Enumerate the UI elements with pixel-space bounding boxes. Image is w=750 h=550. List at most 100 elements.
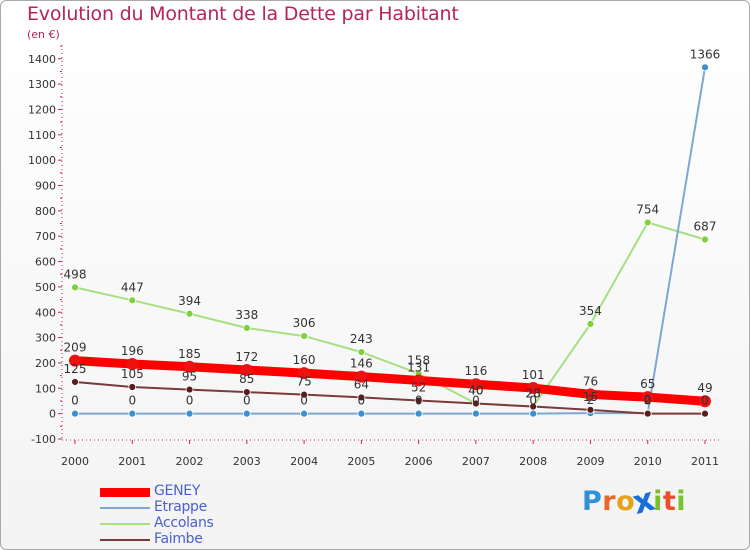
x-tick-label: 2009 — [576, 455, 604, 468]
data-point-faimbe — [71, 378, 79, 386]
data-point-etrappe — [357, 409, 366, 418]
data-label-geney: 65 — [640, 377, 655, 391]
legend: GENEY Etrappe Accolans Faimbe — [100, 483, 350, 548]
data-point-accolans — [71, 283, 79, 292]
x-tick-label: 2004 — [290, 455, 318, 468]
data-label-accolans: 243 — [350, 332, 373, 346]
data-label-faimbe: 105 — [121, 367, 144, 381]
data-label-etrappe: 0 — [71, 394, 79, 408]
legend-swatch-geney — [100, 487, 150, 497]
proxiti-logo: Proxiti — [582, 481, 687, 522]
logo-letter: P — [582, 486, 603, 517]
x-tick-label: 2005 — [347, 455, 375, 468]
logo-letter: i — [653, 486, 663, 517]
data-label-accolans: 754 — [636, 203, 659, 217]
data-label-geney: 76 — [583, 374, 598, 388]
data-point-etrappe — [472, 409, 480, 418]
data-point-faimbe — [701, 409, 709, 418]
data-point-geney — [240, 364, 253, 377]
x-tick-label: 2007 — [462, 455, 490, 468]
legend-item-geney: GENEY — [100, 483, 350, 500]
x-tick-label: 2011 — [691, 455, 719, 468]
series-line-geney — [70, 356, 710, 406]
data-point-geney — [126, 357, 139, 370]
data-point-etrappe — [128, 409, 137, 418]
data-point-etrappe — [185, 409, 194, 418]
data-label-geney: 185 — [178, 347, 201, 361]
x-tick-label: 2003 — [233, 455, 261, 468]
data-point-faimbe — [643, 409, 652, 418]
series-line-etrappe — [74, 66, 706, 415]
data-point-geney — [641, 391, 654, 404]
data-label-etrappe: 0 — [529, 394, 537, 408]
data-label-accolans: 40 — [468, 384, 483, 398]
x-tick-label: 2010 — [634, 455, 662, 468]
data-label-accolans: 306 — [293, 316, 316, 330]
logo-letter: i — [676, 486, 687, 517]
data-point-geney — [183, 360, 196, 373]
data-point-faimbe — [414, 396, 423, 405]
data-label-faimbe: 28 — [526, 387, 541, 401]
data-label-accolans: 447 — [121, 280, 144, 294]
legend-item-etrappe: Etrappe — [100, 499, 350, 516]
data-label-etrappe: 0 — [128, 394, 136, 408]
data-label-faimbe: 75 — [296, 375, 311, 389]
data-point-geney — [527, 382, 540, 395]
data-point-accolans — [643, 218, 652, 227]
x-tick-label: 2002 — [176, 455, 204, 468]
data-label-faimbe: 85 — [239, 372, 254, 386]
data-point-etrappe — [242, 409, 251, 418]
data-point-accolans — [242, 324, 251, 332]
data-point-accolans — [128, 296, 137, 305]
legend-label: Accolans — [154, 515, 214, 531]
logo-letter: o — [616, 486, 636, 517]
legend-item-accolans: Accolans — [100, 515, 350, 532]
y-tick-label: 600 — [35, 256, 56, 269]
data-label-etrappe: 0 — [415, 394, 423, 408]
data-point-accolans — [300, 332, 308, 340]
data-label-etrappe: 2 — [644, 393, 652, 407]
data-label-faimbe: 0 — [701, 394, 709, 408]
data-label-accolans: 354 — [579, 304, 602, 318]
y-tick-label: 900 — [35, 180, 56, 193]
legend-swatch-accolans — [100, 523, 150, 525]
y-tick-label: -100 — [31, 433, 56, 446]
y-tick-label: 300 — [35, 332, 56, 345]
data-label-accolans: 687 — [694, 219, 717, 233]
y-tick-label: 100 — [35, 382, 56, 395]
data-label-geney: 146 — [350, 357, 373, 371]
data-point-etrappe — [414, 409, 423, 418]
data-label-faimbe: 15 — [583, 390, 598, 404]
data-point-etrappe — [701, 63, 709, 72]
data-point-geney — [699, 395, 711, 408]
y-tick-label: 200 — [35, 357, 56, 370]
data-label-etrappe: 0 — [358, 394, 366, 408]
y-tick-label: 700 — [35, 230, 56, 243]
data-label-etrappe: 1366 — [690, 47, 721, 61]
data-label-geney: 131 — [407, 360, 430, 374]
data-label-accolans: 158 — [407, 354, 430, 368]
x-tick-label: 2006 — [405, 455, 433, 468]
x-tick-label: 2008 — [519, 455, 547, 468]
data-point-geney — [469, 378, 482, 391]
data-point-etrappe — [300, 409, 308, 418]
legend-label: GENEY — [154, 483, 201, 499]
y-tick-label: 1300 — [28, 78, 56, 91]
data-point-faimbe — [128, 383, 137, 391]
data-point-geney — [355, 370, 368, 383]
y-tick-label: 1000 — [28, 154, 56, 167]
y-tick-label: 1400 — [28, 53, 56, 66]
data-label-geney: 101 — [522, 368, 545, 382]
chart-subtitle: (en €) — [27, 28, 60, 41]
data-point-geney — [584, 388, 597, 401]
data-point-accolans — [357, 348, 366, 356]
data-point-geney — [412, 374, 425, 387]
data-label-accolans: 498 — [64, 267, 87, 281]
y-tick-label: 400 — [35, 306, 56, 319]
y-tick-label: 800 — [35, 205, 56, 218]
data-point-faimbe — [586, 405, 595, 414]
data-label-geney: 196 — [121, 344, 144, 358]
data-label-faimbe: 52 — [411, 380, 426, 394]
data-label-faimbe: 95 — [182, 370, 197, 384]
